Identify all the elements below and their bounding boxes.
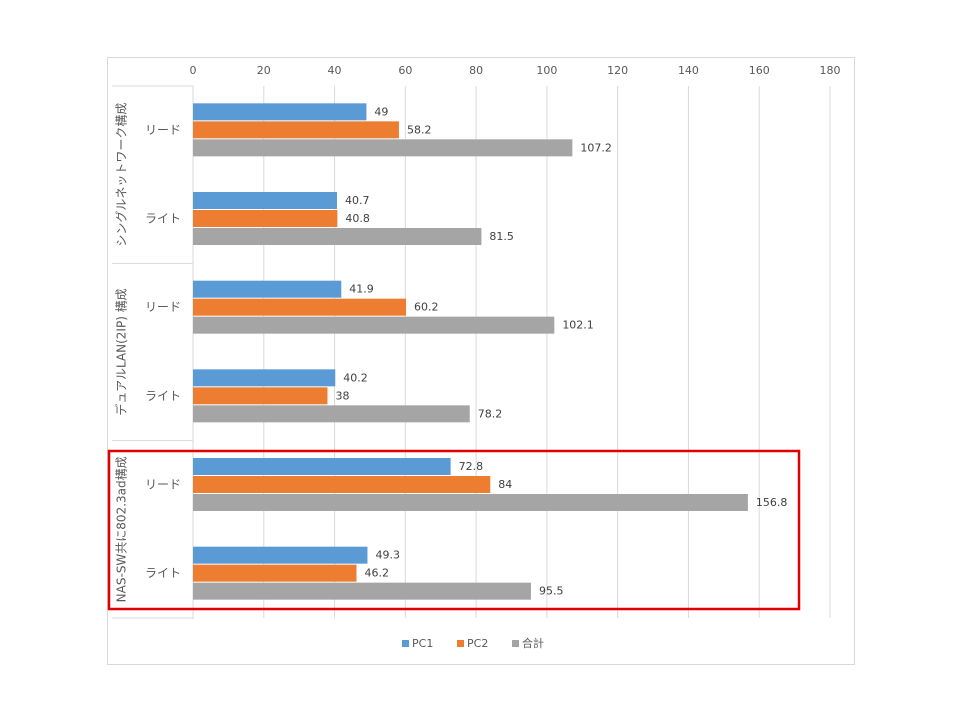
- data-label: 40.8: [345, 212, 370, 225]
- x-tick-label: 140: [678, 64, 699, 77]
- bar: [193, 192, 338, 209]
- x-tick-label: 0: [190, 64, 197, 77]
- y-tick-label: ライト: [145, 389, 181, 403]
- legend-label: PC2: [467, 637, 488, 650]
- x-tick-label: 180: [820, 64, 841, 77]
- x-tick-label: 20: [257, 64, 271, 77]
- y-tick-label: ライト: [145, 566, 181, 580]
- data-label: 41.9: [349, 283, 374, 296]
- bar: [193, 494, 748, 511]
- data-label: 95.5: [539, 585, 564, 598]
- bar: [193, 103, 367, 121]
- data-label: 49: [374, 105, 388, 118]
- group-label: NAS-SW共に802.3ad構成: [115, 456, 129, 602]
- data-label: 40.7: [345, 194, 370, 207]
- bar: [193, 210, 338, 227]
- bar: [193, 458, 451, 475]
- x-tick-label: 100: [536, 64, 557, 77]
- data-label: 58.2: [407, 123, 432, 136]
- bar: [193, 405, 470, 423]
- data-label: 60.2: [414, 301, 439, 314]
- bar: [193, 280, 342, 298]
- bar: [193, 564, 357, 582]
- data-label: 40.2: [343, 371, 368, 384]
- data-label: 38: [335, 389, 349, 402]
- legend-swatch: [402, 640, 409, 647]
- bar: [193, 476, 491, 493]
- legend-label: 合計: [522, 636, 544, 650]
- group-label: シングルネットワーク構成: [115, 103, 129, 247]
- bar: [193, 387, 328, 405]
- bar: [193, 369, 336, 387]
- y-tick-label: リード: [145, 300, 181, 314]
- legend-swatch: [457, 640, 464, 647]
- x-tick-label: 120: [607, 64, 628, 77]
- x-tick-label: 60: [398, 64, 412, 77]
- group-label: デュアルLAN(2IP) 構成: [114, 288, 129, 415]
- data-label: 107.2: [580, 141, 612, 154]
- data-label: 81.5: [489, 230, 514, 243]
- bar: [193, 546, 368, 564]
- y-tick-label: リード: [145, 123, 181, 137]
- legend-label: PC1: [412, 637, 433, 650]
- data-label: 46.2: [364, 567, 389, 580]
- x-tick-label: 160: [749, 64, 770, 77]
- bar: [193, 316, 555, 334]
- x-tick-label: 40: [328, 64, 342, 77]
- legend-swatch: [512, 640, 519, 647]
- y-tick-label: ライト: [145, 212, 181, 226]
- highlight-box: [107, 449, 801, 611]
- bar: [193, 228, 482, 245]
- data-label: 102.1: [562, 319, 594, 332]
- bar: [193, 139, 573, 157]
- bar: [193, 582, 531, 600]
- data-label: 49.3: [375, 549, 400, 562]
- x-tick-label: 80: [469, 64, 483, 77]
- data-label: 84: [498, 478, 512, 491]
- data-label: 72.8: [459, 460, 484, 473]
- bar: [193, 298, 407, 316]
- bar: [193, 121, 399, 139]
- data-label: 156.8: [756, 496, 788, 509]
- data-label: 78.2: [478, 407, 503, 420]
- y-tick-label: リード: [145, 478, 181, 492]
